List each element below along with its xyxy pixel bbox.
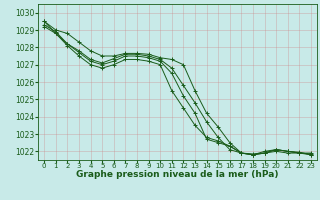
X-axis label: Graphe pression niveau de la mer (hPa): Graphe pression niveau de la mer (hPa) bbox=[76, 170, 279, 179]
